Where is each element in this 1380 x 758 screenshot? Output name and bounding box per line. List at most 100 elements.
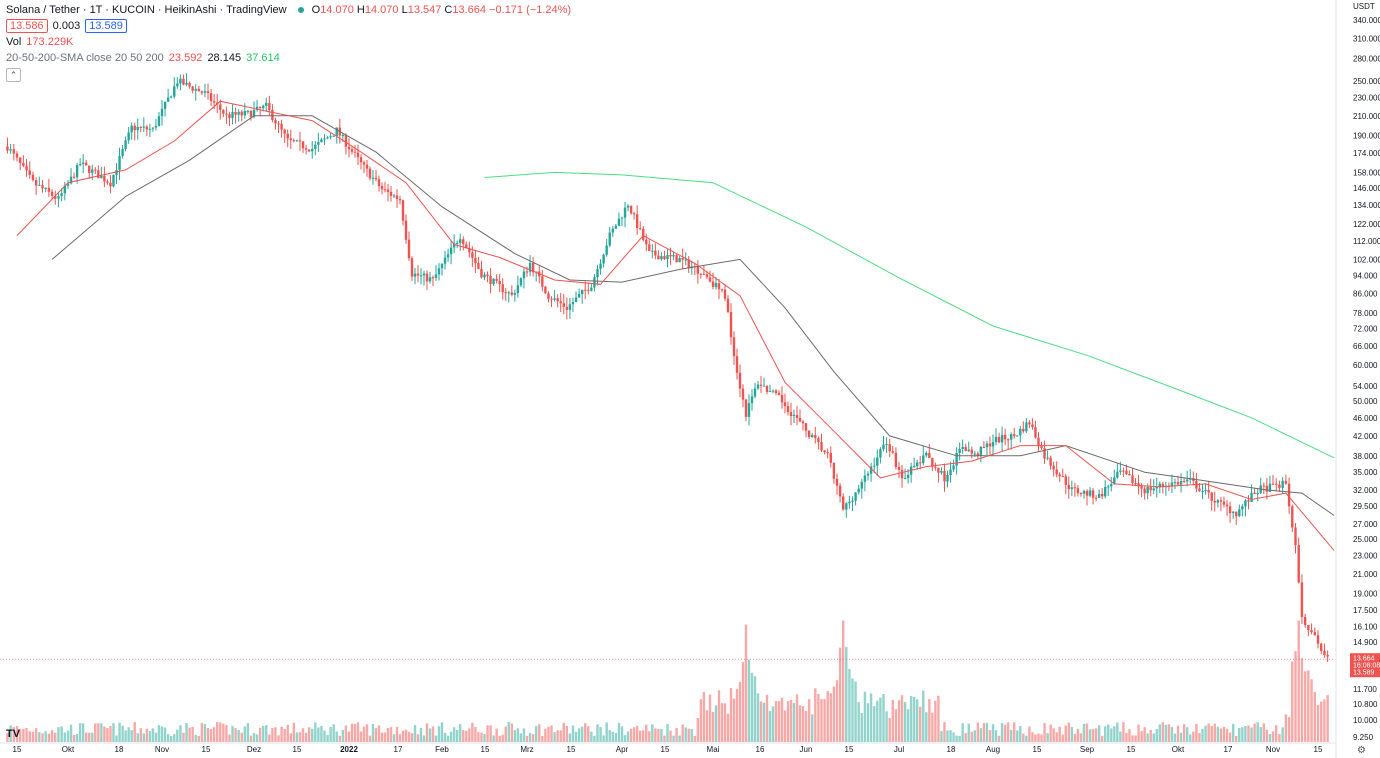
- volume-bar: [829, 693, 832, 742]
- candle-body: [596, 268, 599, 278]
- volume-bar: [81, 723, 85, 742]
- volume-bar: [234, 728, 237, 742]
- volume-bar: [431, 726, 435, 742]
- candle-body: [645, 239, 648, 245]
- volume-bar: [1244, 725, 1247, 742]
- price-axis-label: 25.000: [1353, 535, 1378, 544]
- volume-bar: [249, 735, 253, 742]
- candle-body: [568, 304, 572, 310]
- price-axis-label: 174.000: [1353, 149, 1380, 158]
- price-axis-label: 42.000: [1353, 432, 1378, 441]
- candle-body: [1082, 490, 1086, 494]
- volume-bar: [182, 732, 185, 742]
- volume-bar: [672, 735, 675, 742]
- candle-body: [774, 390, 778, 393]
- volume-bar: [286, 724, 289, 742]
- candle-body: [949, 469, 952, 476]
- candle-body: [292, 140, 296, 142]
- candle-body: [559, 301, 562, 304]
- volume-bar: [623, 735, 627, 742]
- volume-bar: [72, 734, 76, 742]
- volume-bar: [750, 672, 754, 742]
- candle-body: [1119, 470, 1122, 472]
- volume-bar: [1204, 725, 1207, 742]
- candle-body: [928, 452, 931, 458]
- volume-bar: [106, 728, 109, 742]
- candle-body: [1307, 625, 1310, 631]
- candle-body: [431, 277, 435, 279]
- volume-bar: [130, 730, 133, 742]
- volume-bar: [359, 731, 363, 742]
- volume-bar: [41, 733, 44, 742]
- candle-body: [1265, 485, 1269, 492]
- volume-bar: [483, 734, 486, 742]
- volume-bar: [711, 711, 715, 742]
- volume-bar: [531, 734, 535, 742]
- sma-label: 20-50-200-SMA close 20 50 200: [6, 51, 164, 64]
- close-value: 13.664: [452, 3, 487, 16]
- volume-bar: [925, 712, 928, 742]
- volume-bar: [522, 728, 526, 742]
- volume-bar: [991, 724, 995, 742]
- time-axis-label: Jul: [894, 745, 904, 754]
- chevron-up-icon[interactable]: ⌃: [6, 68, 21, 82]
- candle-body: [580, 289, 584, 294]
- buy-price-button[interactable]: 13.589: [85, 19, 127, 33]
- candle-body: [84, 162, 88, 166]
- sma-legend-row[interactable]: 20-50-200-SMA close 20 50 200 23.592 28.…: [6, 50, 571, 66]
- price-axis-label: 35.000: [1353, 468, 1378, 477]
- candle-body: [1278, 484, 1281, 488]
- volume-bar: [744, 624, 748, 742]
- volume-bar: [660, 729, 663, 742]
- candle-body: [792, 415, 796, 417]
- candle-body: [1031, 424, 1034, 428]
- sell-price-button[interactable]: 13.586: [6, 19, 48, 33]
- volume-bar: [1320, 701, 1323, 742]
- volume-bar: [915, 699, 919, 742]
- price-axis-label: 210.000: [1353, 112, 1380, 121]
- volume-bar: [832, 686, 836, 742]
- candle-body: [857, 488, 860, 493]
- candle-body: [1300, 582, 1304, 618]
- volume-bar: [1149, 729, 1152, 742]
- candle-body: [696, 266, 700, 274]
- candle-body: [832, 462, 836, 479]
- volume-bar: [151, 728, 155, 742]
- candle-body: [525, 271, 529, 273]
- candle-body: [1326, 655, 1329, 657]
- volume-bar: [459, 724, 462, 742]
- volume-bar: [228, 734, 231, 742]
- volume-bar: [1275, 725, 1278, 742]
- volume-bar: [148, 730, 152, 742]
- gear-icon[interactable]: ⚙: [1357, 745, 1366, 756]
- candle-body: [786, 406, 790, 413]
- volume-bar: [18, 729, 22, 742]
- volume-bar: [771, 706, 775, 742]
- volume-bar: [922, 690, 925, 742]
- volume-bar: [118, 722, 121, 742]
- volume-bar: [371, 724, 375, 742]
- candle-body: [1079, 493, 1083, 495]
- candle-body: [57, 196, 60, 199]
- candle-body: [75, 164, 79, 178]
- volume-bar: [471, 722, 474, 742]
- volume-bar: [1167, 724, 1171, 742]
- symbol-title[interactable]: Solana / Tether · 1T · KUCOIN · HeikinAs…: [6, 3, 287, 16]
- volume-bar: [599, 727, 602, 742]
- volume-bar: [690, 728, 693, 742]
- volume-bar: [1281, 727, 1284, 742]
- volume-bar: [75, 733, 79, 742]
- volume-bar: [580, 726, 584, 742]
- candle-body: [1287, 483, 1291, 507]
- volume-legend-row[interactable]: Vol 173.229K: [6, 34, 571, 50]
- candle-body: [744, 399, 748, 417]
- candle-body: [1262, 485, 1266, 487]
- volume-bar: [1022, 733, 1025, 742]
- candle-body: [170, 96, 173, 98]
- candle-body: [112, 174, 115, 187]
- price-axis-label: 280.000: [1353, 55, 1380, 64]
- volume-bar: [1294, 651, 1297, 742]
- candle-body: [900, 469, 904, 479]
- volume-bar: [1271, 731, 1275, 742]
